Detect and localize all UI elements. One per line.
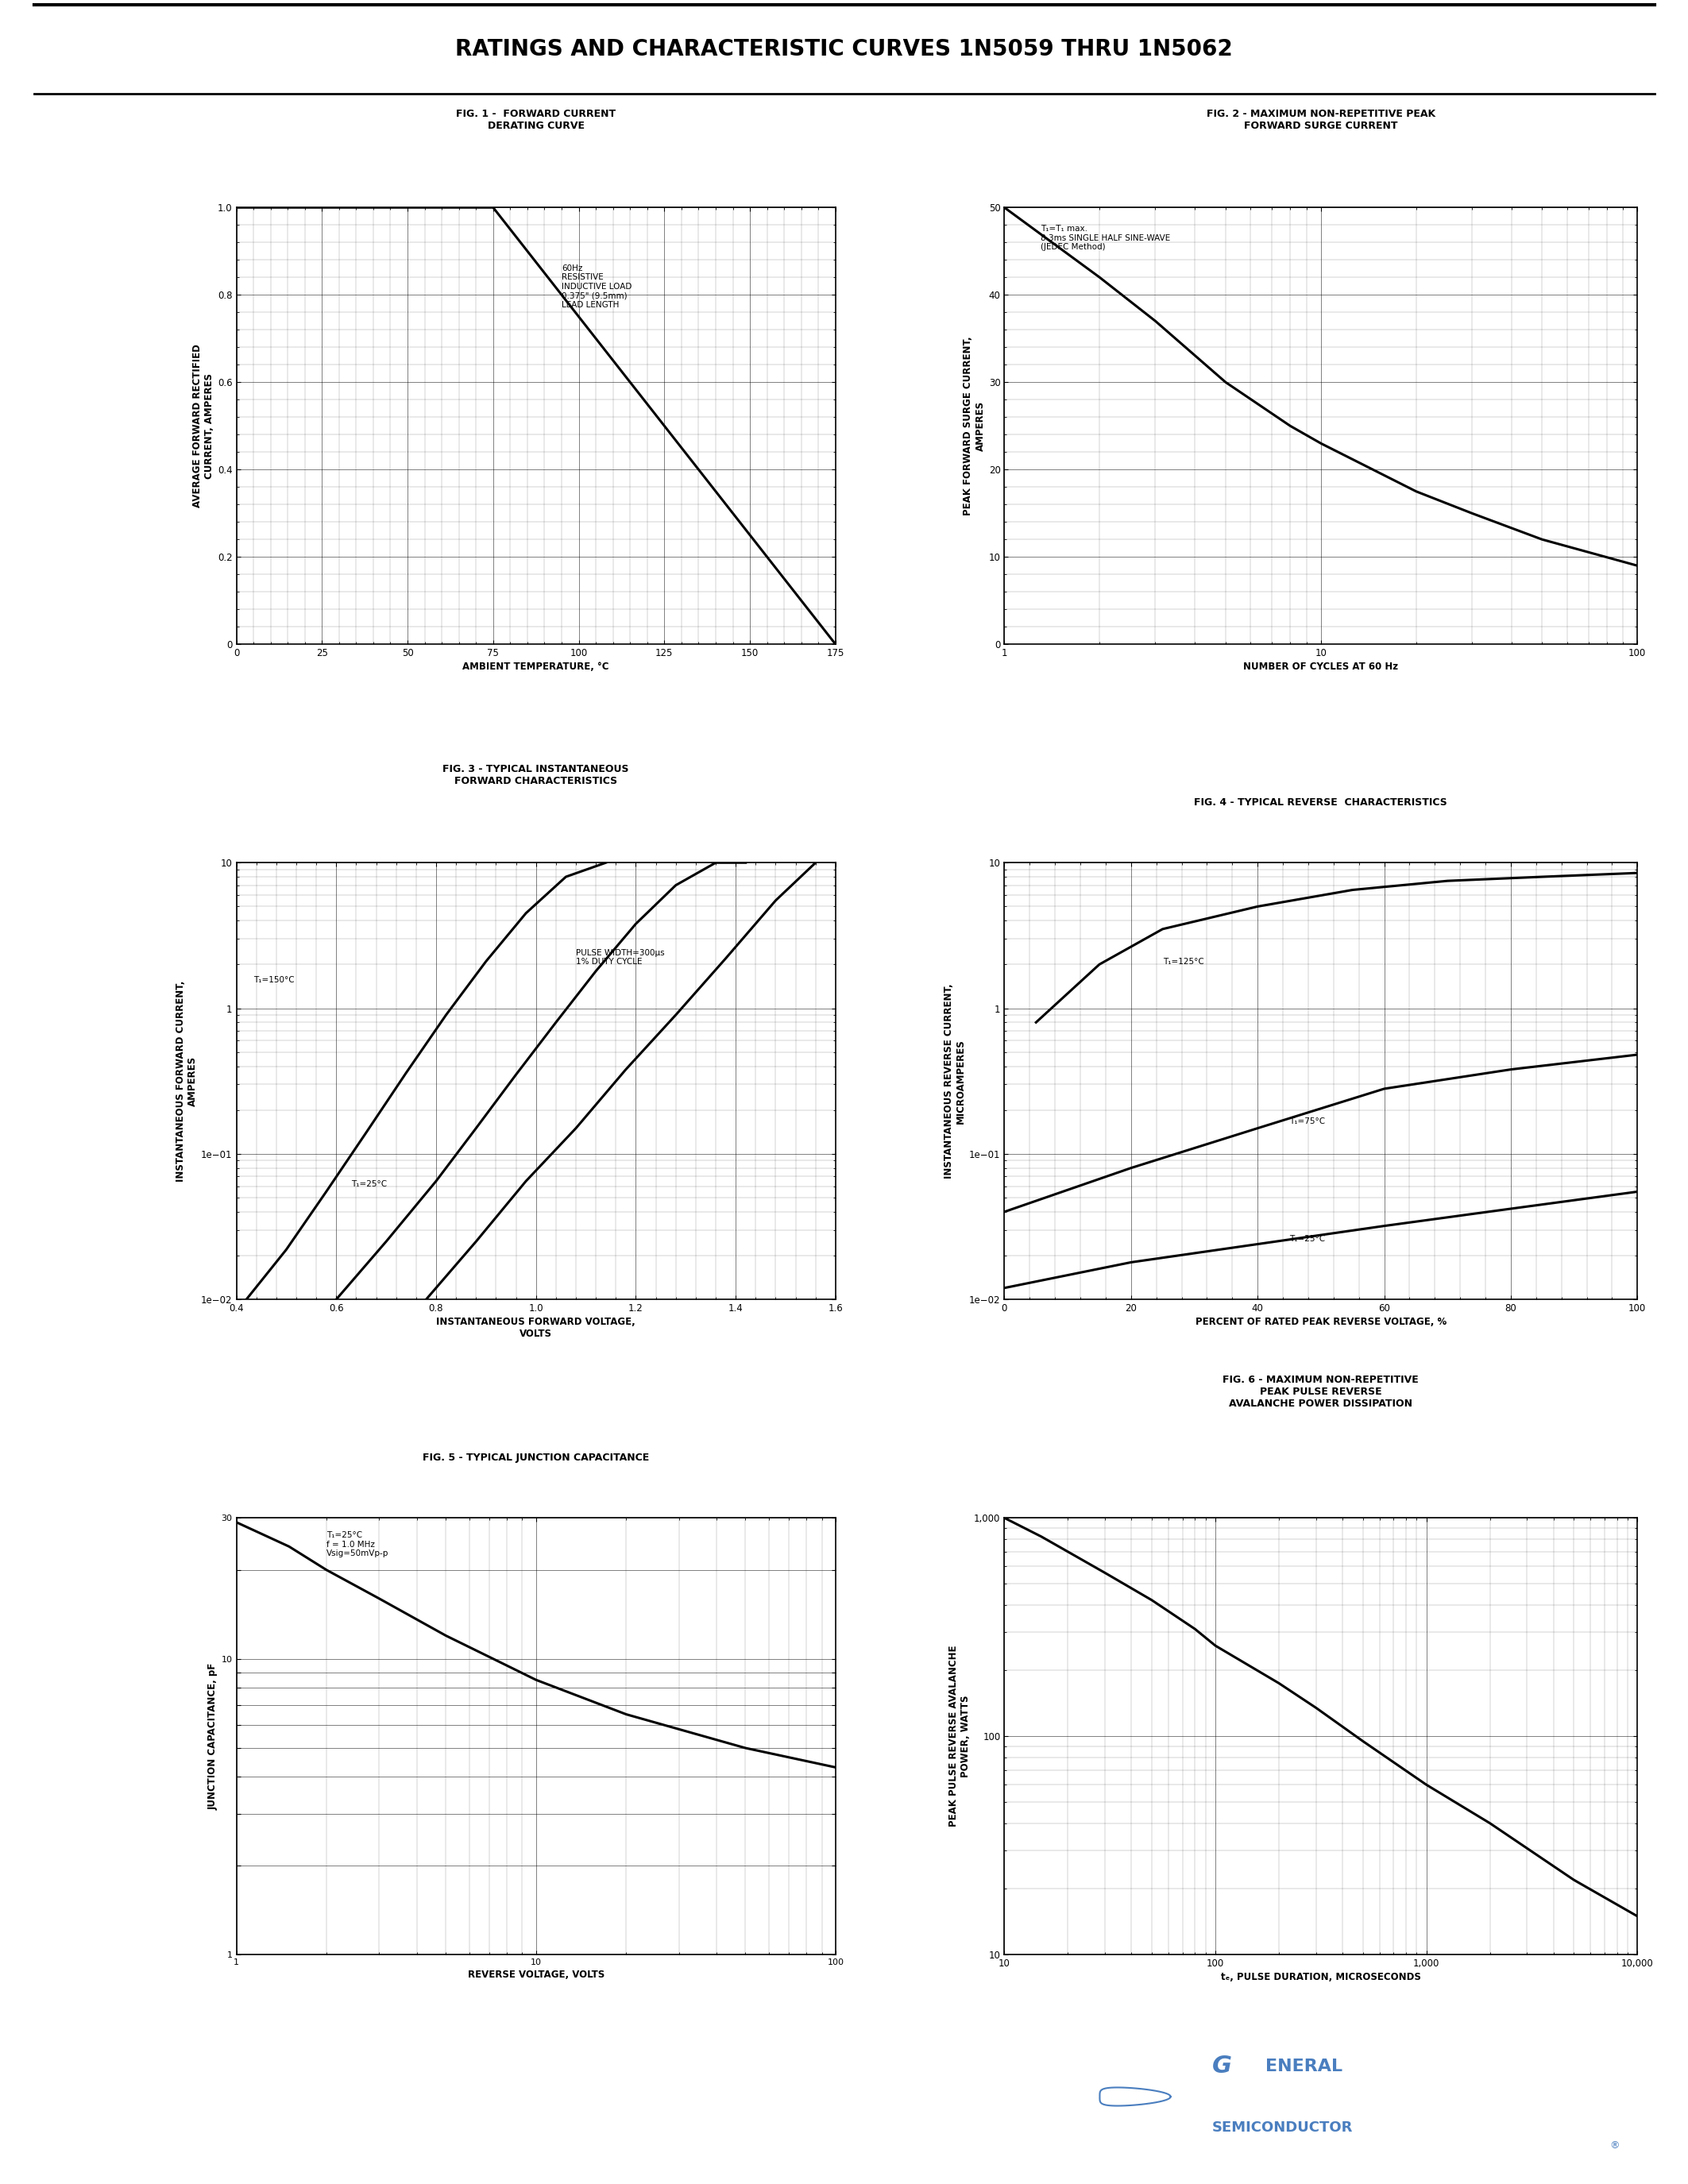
Text: G: G — [1212, 2055, 1232, 2077]
X-axis label: PERCENT OF RATED PEAK REVERSE VOLTAGE, %: PERCENT OF RATED PEAK REVERSE VOLTAGE, % — [1195, 1317, 1447, 1328]
Y-axis label: PEAK FORWARD SURGE CURRENT,
AMPERES: PEAK FORWARD SURGE CURRENT, AMPERES — [964, 336, 986, 515]
Y-axis label: INSTANTANEOUS FORWARD CURRENT,
AMPERES: INSTANTANEOUS FORWARD CURRENT, AMPERES — [176, 981, 197, 1182]
X-axis label: INSTANTANEOUS FORWARD VOLTAGE,
VOLTS: INSTANTANEOUS FORWARD VOLTAGE, VOLTS — [436, 1317, 635, 1339]
X-axis label: NUMBER OF CYCLES AT 60 Hz: NUMBER OF CYCLES AT 60 Hz — [1244, 662, 1398, 673]
Text: RATINGS AND CHARACTERISTIC CURVES 1N5059 THRU 1N5062: RATINGS AND CHARACTERISTIC CURVES 1N5059… — [456, 37, 1232, 61]
X-axis label: REVERSE VOLTAGE, VOLTS: REVERSE VOLTAGE, VOLTS — [468, 1970, 604, 1981]
Text: PULSE WIDTH=300μs
1% DUTY CYCLE: PULSE WIDTH=300μs 1% DUTY CYCLE — [576, 948, 665, 965]
Text: FIG. 1 -  FORWARD CURRENT
DERATING CURVE: FIG. 1 - FORWARD CURRENT DERATING CURVE — [456, 109, 616, 131]
Y-axis label: PEAK PULSE REVERSE AVALANCHE
POWER, WATTS: PEAK PULSE REVERSE AVALANCHE POWER, WATT… — [949, 1645, 971, 1828]
Text: T₁=125°C: T₁=125°C — [1163, 959, 1204, 965]
Text: T₁=25°C: T₁=25°C — [351, 1179, 387, 1188]
Y-axis label: JUNCTION CAPACITANCE, pF: JUNCTION CAPACITANCE, pF — [208, 1662, 218, 1811]
Text: 60Hz
RESISTIVE
INDUCTIVE LOAD
0.375" (9.5mm)
LEAD LENGTH: 60Hz RESISTIVE INDUCTIVE LOAD 0.375" (9.… — [562, 264, 631, 310]
Text: T₁=T₁ max.
8.3ms SINGLE HALF SINE-WAVE
(JEDEC Method): T₁=T₁ max. 8.3ms SINGLE HALF SINE-WAVE (… — [1040, 225, 1170, 251]
Text: FIG. 2 - MAXIMUM NON-REPETITIVE PEAK
FORWARD SURGE CURRENT: FIG. 2 - MAXIMUM NON-REPETITIVE PEAK FOR… — [1207, 109, 1435, 131]
Text: FIG. 5 - TYPICAL JUNCTION CAPACITANCE: FIG. 5 - TYPICAL JUNCTION CAPACITANCE — [422, 1452, 650, 1463]
Text: FIG. 3 - TYPICAL INSTANTANEOUS
FORWARD CHARACTERISTICS: FIG. 3 - TYPICAL INSTANTANEOUS FORWARD C… — [442, 764, 630, 786]
Text: T₁=150°C: T₁=150°C — [253, 976, 295, 985]
Text: T₁=25°C
f = 1.0 MHz
Vsig=50mVp-p: T₁=25°C f = 1.0 MHz Vsig=50mVp-p — [326, 1531, 388, 1557]
Text: SEMICONDUCTOR: SEMICONDUCTOR — [1212, 2121, 1352, 2134]
Text: FIG. 4 - TYPICAL REVERSE  CHARACTERISTICS: FIG. 4 - TYPICAL REVERSE CHARACTERISTICS — [1195, 797, 1448, 808]
Y-axis label: AVERAGE FORWARD RECTIFIED
CURRENT, AMPERES: AVERAGE FORWARD RECTIFIED CURRENT, AMPER… — [192, 345, 214, 507]
Text: ENERAL: ENERAL — [1266, 2057, 1342, 2075]
Y-axis label: INSTANTANEOUS REVERSE CURRENT,
MICROAMPERES: INSTANTANEOUS REVERSE CURRENT, MICROAMPE… — [944, 983, 966, 1179]
Text: ®: ® — [1610, 2140, 1620, 2151]
Text: FIG. 6 - MAXIMUM NON-REPETITIVE
PEAK PULSE REVERSE
AVALANCHE POWER DISSIPATION: FIG. 6 - MAXIMUM NON-REPETITIVE PEAK PUL… — [1222, 1374, 1420, 1409]
Text: T₁=75°C: T₁=75°C — [1290, 1118, 1325, 1125]
X-axis label: tₑ, PULSE DURATION, MICROSECONDS: tₑ, PULSE DURATION, MICROSECONDS — [1220, 1972, 1421, 1983]
Text: T₁=25°C: T₁=25°C — [1290, 1236, 1325, 1243]
X-axis label: AMBIENT TEMPERATURE, °C: AMBIENT TEMPERATURE, °C — [463, 662, 609, 673]
